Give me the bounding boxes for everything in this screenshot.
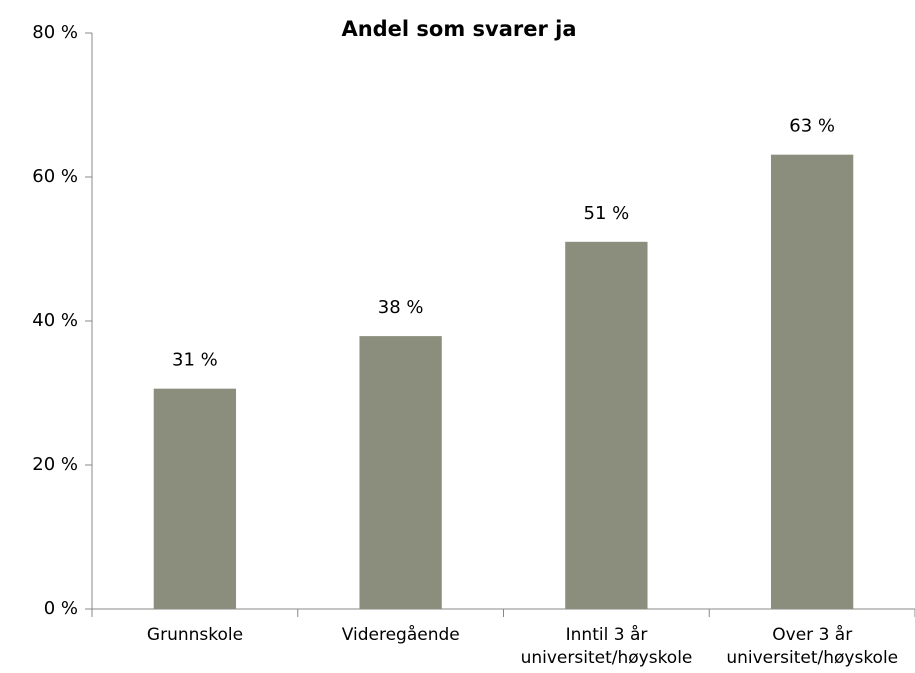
y-tick-label: 20 % — [32, 454, 78, 475]
bar — [153, 388, 237, 609]
x-tick-label: Videregående — [341, 625, 460, 645]
value-label: 31 % — [172, 350, 218, 371]
chart-title: Andel som svarer ja — [341, 17, 576, 41]
bar — [770, 154, 854, 609]
y-tick-label: 80 % — [32, 22, 78, 43]
y-tick-label: 0 % — [44, 598, 78, 619]
value-label: 38 % — [378, 297, 424, 318]
x-tick-label: Over 3 år universitet/høyskole — [726, 625, 899, 668]
bar — [565, 241, 648, 610]
bar — [359, 336, 442, 609]
x-tick-label: Inntil 3 år universitet/høyskole — [520, 625, 693, 668]
y-tick-label: 40 % — [32, 310, 78, 331]
value-label: 51 % — [584, 203, 630, 224]
value-label: 63 % — [789, 116, 835, 137]
y-tick-label: 60 % — [32, 166, 78, 187]
x-tick-label: Grunnskole — [146, 625, 244, 645]
